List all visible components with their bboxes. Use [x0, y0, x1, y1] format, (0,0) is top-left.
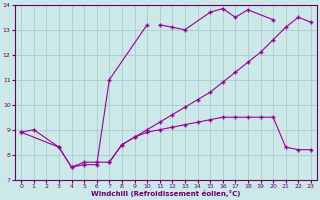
X-axis label: Windchill (Refroidissement éolien,°C): Windchill (Refroidissement éolien,°C) [91, 190, 241, 197]
